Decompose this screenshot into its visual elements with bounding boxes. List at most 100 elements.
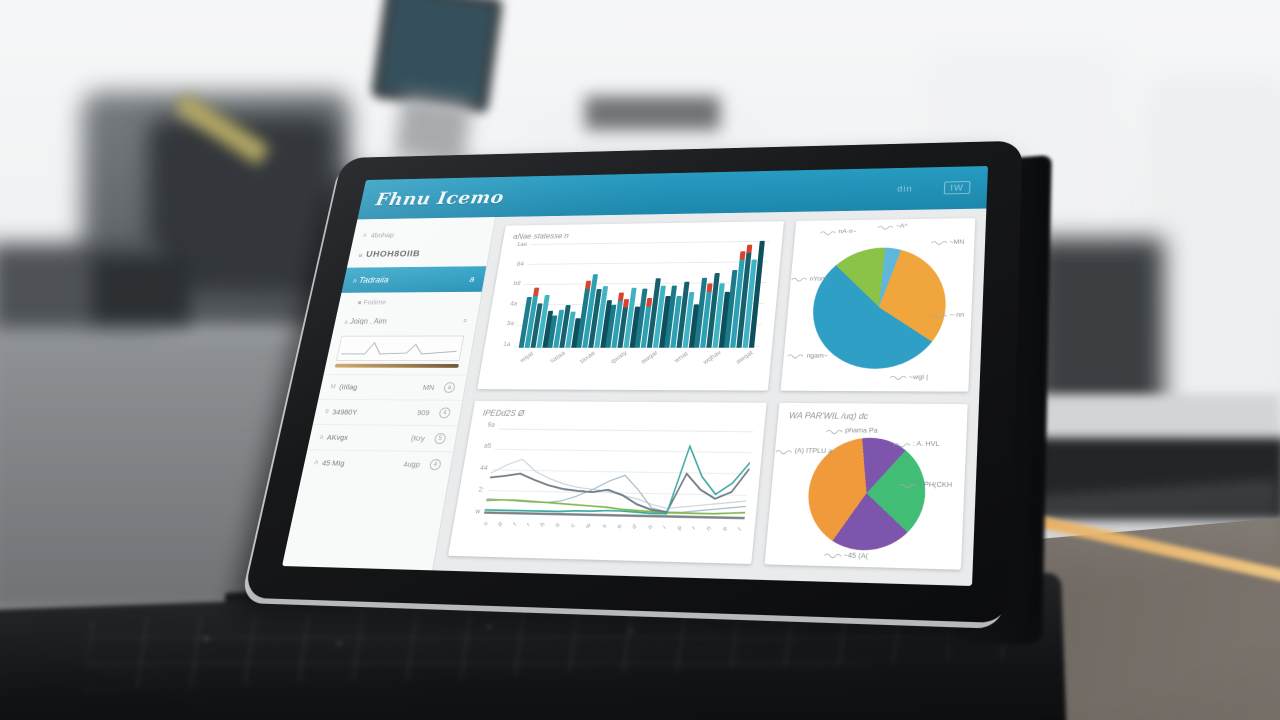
line-x-tick: h	[539, 521, 547, 529]
sidebar-item-5-label: Joiqn . Aim	[349, 317, 388, 326]
sidebar-item-sub[interactable]: ■ Foiiime	[337, 292, 481, 311]
sidebar-row-3[interactable]: a AKvgx (Kry 5	[307, 423, 458, 452]
sidebar-row-badge-icon: 4	[438, 407, 452, 419]
pie-annotation: nYom~	[791, 275, 831, 283]
squiggle-leader-line	[791, 275, 808, 283]
pie-annotation: nA·n~	[820, 228, 857, 236]
bar-highlight-cap	[618, 292, 624, 302]
sidebar-row-label: 45 MIg	[321, 458, 346, 468]
sidebar-item-5-icon: a	[343, 319, 349, 326]
background-monitor	[370, 0, 504, 114]
header-grid-icon[interactable]: IW	[943, 181, 971, 195]
pie-annotation-text: ~A^	[895, 222, 908, 230]
bar-highlight-cap	[623, 298, 629, 308]
pie-annotation-text: nA·n~	[838, 228, 857, 236]
line-x-tick: t	[737, 526, 744, 533]
bar-highlight-cap	[533, 288, 539, 297]
line-x-tick: s	[601, 523, 608, 530]
sidebar-sub-icon: ■	[357, 299, 363, 307]
pie-annotation-text: ~wgl·|	[908, 373, 929, 382]
sidebar-row-label: AKvgx	[326, 432, 349, 442]
bar-groups	[514, 240, 770, 348]
line-x-tick: r	[691, 525, 698, 532]
squiggle-leader-line	[823, 551, 842, 560]
squiggle-leader-line	[787, 352, 805, 360]
bar-x-tick: taxae	[579, 350, 597, 365]
pie-annotation: ~A^	[877, 222, 908, 230]
app-body: a 4bohap ʙ UHOH8OIIB h Tadraiia a ■	[282, 208, 987, 587]
line-x-tick: w	[584, 522, 593, 531]
line-x-tick: i	[662, 525, 668, 531]
line-x-tick: a	[554, 522, 562, 530]
sidebar-item-1[interactable]: a 4bohap	[352, 225, 494, 244]
sidebar-active-label: Tadraiia	[358, 275, 390, 285]
pie-chart-2-card: WA PAR'WIL /uq) dc phama Pa (A) ITPLU a: …	[764, 402, 968, 570]
sidebar-row-1[interactable]: M (IIIlag MN a	[318, 374, 467, 400]
pie-annotation-text: ^ PH(CKH	[918, 481, 953, 490]
sidebar-rows: M (IIIlag MN a 9 34980Y 909 4 a AKvgx (Kry 5 A 45 MIg…	[301, 374, 467, 478]
pie-annotation: ~·nn	[930, 311, 964, 319]
sidebar-row-label: (IIIlag	[338, 382, 359, 392]
line-x-tick: e	[616, 523, 623, 531]
line-y-tick: 44	[479, 464, 489, 472]
sidebar-row-icon: a	[318, 433, 324, 441]
pie-annotation-text: ngam~	[806, 352, 829, 360]
pie-annotation: ngam~	[787, 352, 828, 360]
pie-annotation: phama Pa	[825, 427, 878, 436]
sidebar-sub-label: Foiiime	[362, 297, 388, 307]
sidebar-item-1-icon: a	[362, 232, 368, 239]
sidebar-active-suffix: a	[468, 274, 476, 284]
sidebar-row-4[interactable]: A 45 MIg 4ugp 4	[301, 449, 454, 478]
sidebar-row-label: 34980Y	[331, 407, 359, 417]
sidebar-row-value: 909	[416, 408, 431, 418]
bar-y-tick: 3a	[506, 320, 515, 328]
gridline	[491, 470, 749, 474]
pie-annotation: (A) ITPLU a	[775, 447, 833, 456]
sidebar-item-5[interactable]: a Joiqn . Aim ¤	[333, 310, 479, 332]
page-title: Fhnu Icemo	[373, 186, 506, 210]
bar-highlight-cap	[706, 283, 713, 292]
line-x-tick: e	[721, 525, 729, 533]
bar-x-tick: sataa	[548, 350, 567, 365]
sidebar-item-5-suffix: ¤	[462, 317, 468, 325]
pie1-annotations: nA·n~ ~A^ ~MN nYom~ ~·nn ngam~ ~wgl·|	[806, 223, 964, 228]
gridline	[498, 429, 753, 432]
header-faint-icon[interactable]: din	[896, 184, 914, 194]
line-x-tick: r	[525, 521, 532, 528]
pie-annotation-text: (A) ITPLU a	[794, 447, 833, 456]
bar-x-tick: awqar	[640, 349, 660, 366]
pie-annotation: ^ PH(CKH	[898, 481, 953, 491]
bar-highlight-cap	[746, 244, 753, 253]
sidebar-row-2[interactable]: 9 34980Y 909 4	[312, 398, 463, 426]
sidebar-item-active[interactable]: h Tadraiia a	[341, 266, 487, 293]
tablet-screen: Fhnu Icemo din IW a 4bohap ʙ UHOH8OIIB	[282, 165, 989, 587]
squiggle-leader-line	[898, 481, 917, 490]
sidebar-row-badge-icon: 5	[433, 433, 447, 445]
pie-annotation-text: ~·nn	[949, 311, 965, 319]
pie-chart-1	[808, 246, 949, 369]
sidebar-row-value: 4ugp	[402, 459, 421, 469]
bar-x-tick: awqat	[734, 349, 755, 366]
line-x-tick: p	[497, 520, 505, 528]
pie-annotation-text: nYom~	[809, 275, 831, 283]
bar-highlight-cap	[739, 251, 746, 261]
bar-chart-title: aNae statesse n	[512, 231, 570, 241]
squiggle-leader-line	[825, 427, 843, 436]
squiggle-leader-line	[775, 447, 793, 456]
sidebar-section-header[interactable]: ʙ UHOH8OIIB	[347, 242, 490, 266]
bar-x-axis: wqat sataa taxae qwaty awqar wnat wqhav awqat	[515, 349, 756, 366]
squiggle-leader-line	[930, 238, 947, 246]
sidebar-row-icon: M	[329, 383, 337, 391]
line-chart-title: IPEDd2S Ø	[482, 408, 525, 419]
line-y-tick: 9a	[486, 421, 496, 429]
pie-annotation-text: ~MN	[949, 238, 965, 246]
sidebar-section-label: UHOH8OIIB	[365, 249, 421, 260]
line-x-tick: n	[647, 524, 654, 532]
bar-chart: 1ae 84 b8 4a 3a 1a	[503, 240, 770, 348]
sidebar-row-value: MN	[422, 383, 436, 392]
sparkline-chart	[337, 336, 463, 360]
sidebar-row-icon: 9	[324, 408, 330, 416]
